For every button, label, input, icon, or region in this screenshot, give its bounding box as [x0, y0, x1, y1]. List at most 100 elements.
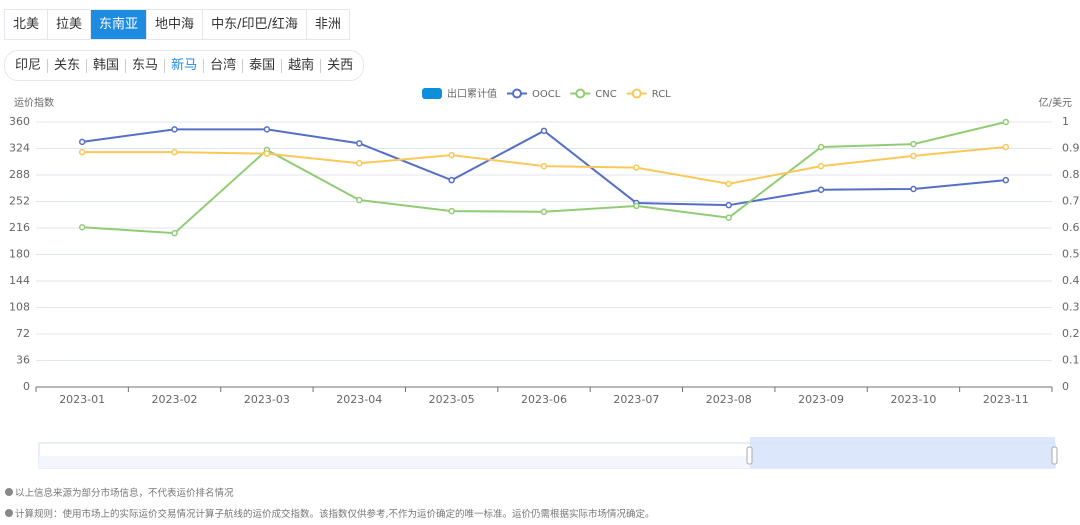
tab[interactable]: 关西	[327, 57, 354, 73]
note-text: 计算规则：使用市场上的实际运价交易情况计算子航线的运价成交指数。该指数仅供参考,…	[15, 509, 655, 520]
data-point	[78, 148, 86, 156]
legend-label: 出口累计值	[447, 87, 497, 100]
data-point	[1002, 143, 1010, 151]
y-tick-label: 288	[9, 168, 30, 181]
legend-swatch	[422, 88, 442, 99]
zoom-handle[interactable]	[746, 446, 753, 465]
y2-tick-label: 0.5	[1062, 248, 1080, 261]
x-tick-label: 2023-11	[983, 393, 1029, 406]
tab[interactable]: 台湾	[204, 58, 244, 73]
y-tick-label: 36	[16, 354, 30, 367]
note: 以上信息来源为部分市场信息，不代表运价排名情况	[5, 485, 234, 499]
x-tick-label: 2023-03	[244, 393, 290, 406]
y-tick-label: 72	[16, 327, 30, 340]
y2-tick-label: 0.6	[1062, 221, 1080, 234]
tab[interactable]: 地中海	[147, 10, 204, 39]
x-tick-label: 2023-05	[429, 393, 475, 406]
y2-tick-label: 0.3	[1062, 301, 1080, 314]
zoom-selection[interactable]	[750, 437, 1055, 468]
tab[interactable]: 韩国	[87, 58, 127, 73]
tab[interactable]: 关东	[48, 58, 88, 73]
tab[interactable]: 中东/印巴/红海	[203, 10, 307, 39]
data-point	[725, 201, 732, 209]
data-point	[725, 180, 732, 188]
y-axis-label: 运价指数	[14, 96, 54, 109]
data-point	[540, 208, 548, 216]
tab[interactable]: 东南亚	[91, 10, 148, 39]
data-point	[910, 152, 917, 160]
region-tabs: 北美 拉美 东南亚 地中海 中东/印巴/红海 非洲	[4, 9, 350, 40]
tab[interactable]: 新马	[165, 58, 205, 73]
x-tick-label: 2023-08	[706, 393, 752, 406]
data-point	[910, 140, 917, 148]
y-tick-label: 144	[9, 274, 30, 287]
y-tick-label: 108	[9, 301, 30, 314]
y-tick-label: 252	[9, 195, 30, 208]
data-point	[171, 148, 178, 156]
data-point	[633, 164, 640, 171]
data-point	[448, 207, 455, 215]
y-tick-label: 216	[9, 221, 30, 234]
y2-tick-label: 1	[1062, 115, 1069, 128]
data-point	[725, 214, 732, 221]
y2-tick-label: 0.7	[1062, 195, 1080, 208]
route-tabs: 印尼 关东 韩国 东马 新马 台湾 泰国 越南 关西	[4, 50, 365, 81]
data-point	[78, 138, 86, 146]
tab[interactable]: 东马	[126, 58, 166, 73]
data-point	[817, 162, 825, 170]
data-point	[633, 202, 640, 210]
x-tick-label: 2023-02	[152, 393, 198, 406]
tab[interactable]: 拉美	[48, 10, 92, 39]
data-point	[540, 162, 548, 170]
data-point	[78, 224, 86, 231]
data-point	[448, 151, 455, 159]
y-tick-label: 360	[9, 115, 30, 128]
legend-swatch	[631, 88, 642, 99]
data-point	[263, 150, 271, 157]
y2-tick-label: 0.9	[1062, 142, 1080, 155]
data-point	[817, 143, 825, 151]
y-tick-label: 180	[9, 248, 30, 261]
tab[interactable]: 泰国	[243, 58, 283, 73]
x-tick-label: 2023-07	[613, 393, 659, 406]
tab[interactable]: 北美	[5, 10, 49, 39]
legend-swatch	[512, 88, 522, 99]
x-tick-label: 2023-09	[798, 393, 844, 406]
y2-tick-label: 0.2	[1062, 327, 1080, 340]
data-point	[1002, 176, 1010, 184]
data-point	[540, 127, 548, 135]
data-point	[817, 186, 825, 193]
data-point	[1002, 118, 1010, 126]
x-tick-label: 2023-06	[521, 393, 567, 406]
legend-label: RCL	[652, 89, 671, 100]
y2-tick-label: 0	[1062, 380, 1069, 393]
y-tick-label: 324	[9, 142, 30, 155]
data-point	[356, 196, 363, 204]
y2-tick-label: 0.8	[1062, 168, 1080, 181]
data-point	[448, 176, 455, 184]
chart: 运价指数 亿/美元 0 36 72 108 144 180 216 252 288 324 360 0…	[9, 87, 1080, 469]
tab[interactable]: 越南	[282, 58, 322, 73]
legend-label: OOCL	[532, 89, 561, 100]
data-point	[910, 185, 917, 193]
legend-swatch	[575, 88, 586, 99]
data-point	[171, 126, 178, 133]
zoom-handle[interactable]	[1051, 446, 1058, 465]
data-point	[171, 229, 178, 237]
note-text: 以上信息来源为部分市场信息，不代表运价排名情况	[15, 488, 234, 499]
data-point	[356, 159, 363, 167]
y2-tick-label: 0.1	[1062, 354, 1080, 367]
data-point	[263, 126, 271, 133]
legend-label: CNC	[595, 89, 616, 100]
tab[interactable]: 印尼	[9, 58, 49, 73]
y2-tick-label: 0.4	[1062, 274, 1080, 287]
tab[interactable]: 非洲	[314, 17, 341, 32]
zoom-background	[39, 456, 750, 468]
x-tick-label: 2023-04	[336, 393, 382, 406]
series-line	[82, 121, 1007, 235]
data-point	[356, 140, 363, 147]
y-tick-label: 0	[23, 380, 30, 393]
x-tick-label: 2023-10	[890, 393, 936, 406]
note: 计算规则：使用市场上的实际运价交易情况计算子航线的运价成交指数。该指数仅供参考,…	[5, 506, 655, 520]
x-tick-label: 2023-01	[59, 393, 105, 406]
